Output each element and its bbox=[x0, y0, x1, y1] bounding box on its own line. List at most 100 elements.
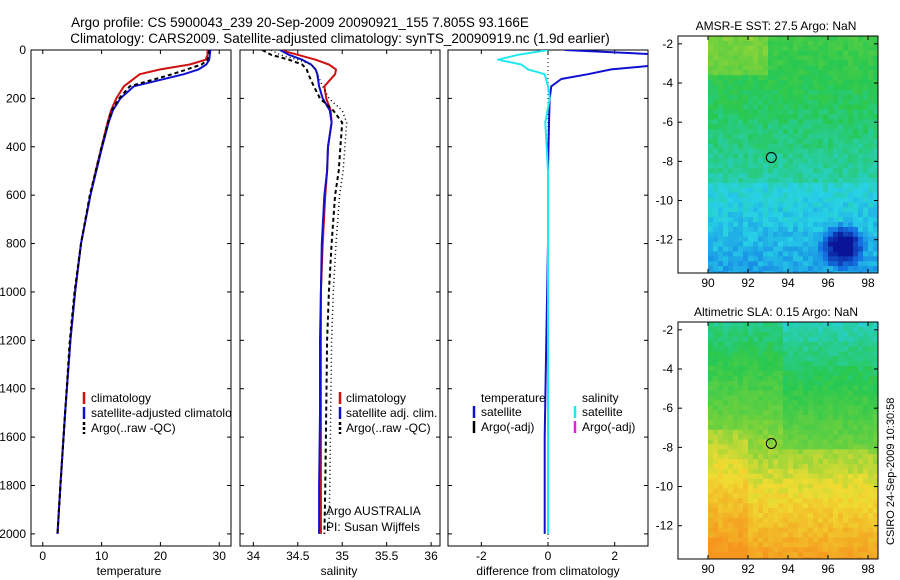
heatmap-cell bbox=[803, 80, 809, 86]
heatmap-cell bbox=[753, 468, 759, 475]
heatmap-cell bbox=[783, 375, 789, 382]
heatmap-cell bbox=[773, 464, 779, 470]
heatmap-cell bbox=[788, 271, 794, 273]
heatmap-cell bbox=[768, 395, 774, 401]
heatmap-cell bbox=[808, 187, 814, 194]
heatmap-cell bbox=[778, 336, 784, 343]
heatmap-cell bbox=[788, 361, 794, 367]
heatmap-cell bbox=[728, 464, 734, 470]
heatmap-cell bbox=[863, 508, 869, 514]
heatmap-cell bbox=[763, 527, 769, 534]
heatmap-cell bbox=[873, 114, 878, 120]
heatmap-cell bbox=[723, 124, 729, 130]
heatmap-cell bbox=[828, 429, 834, 436]
heatmap-cell bbox=[768, 405, 774, 411]
heatmap-cell bbox=[708, 202, 714, 208]
heatmap-cell bbox=[773, 109, 779, 115]
heatmap-cell bbox=[848, 424, 854, 431]
heatmap-cell bbox=[768, 222, 774, 228]
heatmap-cell bbox=[733, 261, 739, 267]
heatmap-cell bbox=[728, 410, 734, 416]
heatmap-cell bbox=[758, 356, 764, 362]
heatmap-cell bbox=[828, 517, 834, 524]
heatmap-cell bbox=[813, 537, 819, 543]
heatmap-cell bbox=[838, 187, 844, 194]
heatmap-cell bbox=[793, 84, 799, 91]
heatmap-cell bbox=[858, 75, 864, 81]
heatmap-cell bbox=[748, 109, 754, 115]
heatmap-cell bbox=[763, 217, 769, 223]
heatmap-cell bbox=[838, 478, 844, 485]
heatmap-cell bbox=[803, 236, 809, 243]
heatmap-cell bbox=[788, 419, 794, 426]
heatmap-cell bbox=[763, 439, 769, 446]
heatmap-cell bbox=[718, 236, 724, 243]
heatmap-cell bbox=[798, 89, 804, 96]
heatmap-cell bbox=[868, 552, 874, 558]
heatmap-cell bbox=[788, 119, 794, 125]
heatmap-cell bbox=[793, 109, 799, 115]
heatmap-cell bbox=[788, 439, 794, 446]
heatmap-cell bbox=[798, 124, 804, 130]
heatmap-cell bbox=[758, 464, 764, 470]
heatmap-cell bbox=[763, 182, 769, 189]
heatmap-cell bbox=[818, 478, 824, 485]
heatmap-cell bbox=[763, 415, 769, 421]
heatmap-cell bbox=[848, 178, 854, 184]
heatmap-cell bbox=[818, 552, 824, 558]
heatmap-cell bbox=[793, 231, 799, 238]
x-tick-label: 10 bbox=[95, 549, 109, 563]
heatmap-cell bbox=[723, 266, 729, 272]
heatmap-cell bbox=[793, 419, 799, 426]
heatmap-cell bbox=[873, 256, 878, 262]
heatmap-cell bbox=[728, 478, 734, 485]
heatmap-cell bbox=[838, 271, 844, 273]
heatmap-cell bbox=[713, 80, 719, 86]
heatmap-cell bbox=[818, 366, 824, 372]
heatmap-cell bbox=[778, 459, 784, 465]
heatmap-cell bbox=[838, 80, 844, 86]
heatmap-cell bbox=[783, 370, 789, 377]
heatmap-cell bbox=[708, 522, 714, 529]
heatmap-cell bbox=[858, 410, 864, 416]
heatmap-cell bbox=[843, 70, 849, 76]
heatmap-cell bbox=[783, 400, 789, 406]
heatmap-cell bbox=[758, 256, 764, 262]
heatmap-cell bbox=[788, 493, 794, 499]
y-tick-label: 600 bbox=[6, 188, 26, 202]
heatmap-cell bbox=[788, 468, 794, 475]
heatmap-cell bbox=[788, 80, 794, 86]
heatmap-cell bbox=[783, 138, 789, 145]
heatmap-cell bbox=[788, 182, 794, 189]
heatmap-cell bbox=[708, 182, 714, 189]
heatmap-cell bbox=[838, 55, 844, 62]
heatmap-cell bbox=[738, 217, 744, 223]
heatmap-cell bbox=[778, 366, 784, 372]
heatmap-cell bbox=[798, 415, 804, 421]
heatmap-cell bbox=[758, 449, 764, 455]
heatmap-cell bbox=[853, 226, 859, 233]
heatmap-cell bbox=[848, 138, 854, 145]
heatmap-cell bbox=[838, 226, 844, 233]
heatmap-cell bbox=[708, 231, 714, 238]
heatmap-cell bbox=[848, 512, 854, 519]
heatmap-cell bbox=[818, 226, 824, 233]
heatmap-cell bbox=[863, 498, 869, 504]
heatmap-cell bbox=[748, 419, 754, 426]
heatmap-cell bbox=[803, 182, 809, 189]
heatmap-cell bbox=[823, 55, 829, 62]
heatmap-cell bbox=[868, 197, 874, 204]
heatmap-cell bbox=[868, 322, 874, 328]
heatmap-cell bbox=[833, 129, 839, 135]
heatmap-cell bbox=[783, 415, 789, 421]
heatmap-cell bbox=[863, 173, 869, 179]
heatmap-cell bbox=[803, 94, 809, 101]
heatmap-cell bbox=[758, 532, 764, 539]
heatmap-cell bbox=[818, 444, 824, 450]
heatmap-cell bbox=[823, 356, 829, 362]
heatmap-cell bbox=[763, 178, 769, 184]
heatmap-cell bbox=[818, 508, 824, 514]
heatmap-cell bbox=[768, 410, 774, 416]
heatmap-cell bbox=[718, 94, 724, 101]
heatmap-cell bbox=[828, 129, 834, 135]
